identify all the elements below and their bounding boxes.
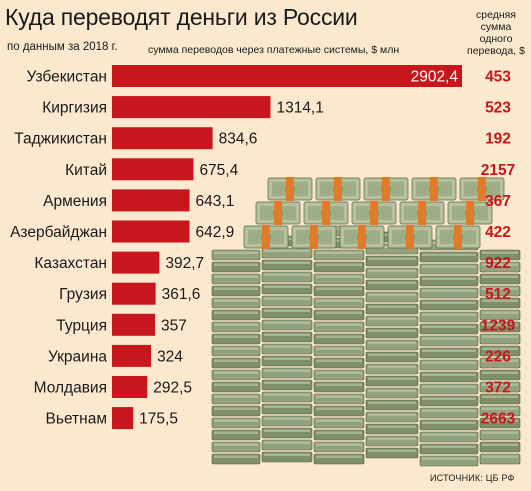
- money-stacks-group: [211, 177, 521, 467]
- bar: [112, 127, 213, 150]
- value-label: 324: [157, 348, 183, 365]
- avg-header-line: сумма: [480, 21, 512, 33]
- money-stack-column: [211, 249, 261, 465]
- category-label: Казахстан: [34, 255, 107, 272]
- category-label: Китай: [65, 162, 107, 179]
- bar: [112, 313, 156, 336]
- category-label: Киргизия: [42, 100, 107, 117]
- category-label: Грузия: [59, 286, 107, 303]
- bar: [112, 158, 194, 181]
- bar: [112, 282, 156, 305]
- avg-header-line: перевода, $: [467, 45, 525, 57]
- bar: [112, 189, 190, 212]
- bar: [112, 407, 134, 430]
- money-stack-column: [365, 231, 419, 459]
- money-bundle: [255, 201, 301, 225]
- chart-subtitle: по данным за 2018 г.: [7, 41, 118, 53]
- money-bundle: [351, 201, 397, 225]
- x-axis-label: сумма переводов через платежные системы,…: [148, 44, 400, 56]
- category-label: Вьетнам: [46, 411, 107, 428]
- money-bundle: [435, 225, 481, 249]
- avg-transfer-value: 422: [485, 224, 511, 241]
- value-label: 392,7: [165, 255, 204, 272]
- value-label: 292,5: [153, 380, 192, 397]
- category-label: Таджикистан: [14, 131, 107, 148]
- chart-title: Куда переводят деньги из России: [5, 4, 358, 30]
- avg-header-line: средняя: [476, 9, 516, 21]
- value-label: 675,4: [199, 162, 238, 179]
- avg-transfer-value: 2663: [481, 411, 516, 428]
- money-bundle: [459, 177, 505, 201]
- avg-transfer-value: 367: [485, 193, 511, 210]
- avg-transfer-value: 226: [485, 348, 511, 365]
- avg-transfer-value: 453: [485, 69, 511, 86]
- category-label: Узбекистан: [26, 69, 107, 86]
- money-bundle: [243, 225, 289, 249]
- money-bundle: [363, 177, 409, 201]
- money-bundle: [339, 225, 385, 249]
- bar: [112, 65, 462, 87]
- value-label: 1314,1: [276, 100, 323, 117]
- bar: [112, 344, 152, 367]
- bar: [112, 251, 160, 274]
- value-label: 2902,4: [411, 69, 459, 86]
- money-stack-column: [313, 225, 365, 465]
- category-label: Армения: [43, 193, 107, 210]
- source-note: ИСТОЧНИК: ЦБ РФ: [430, 473, 515, 483]
- category-label: Молдавия: [34, 380, 107, 397]
- avg-transfer-value: 2157: [481, 162, 515, 179]
- bar: [112, 220, 190, 243]
- avg-header-line: одного: [479, 33, 513, 45]
- category-label: Украина: [48, 348, 107, 365]
- avg-transfer-value: 192: [485, 131, 511, 148]
- money-bundle: [387, 225, 433, 249]
- money-bundle: [399, 201, 445, 225]
- money-bundle: [315, 177, 361, 201]
- money-bundle: [447, 201, 493, 225]
- money-bundle: [303, 201, 349, 225]
- avg-transfer-value: 922: [485, 255, 511, 272]
- value-label: 834,6: [219, 131, 258, 148]
- avg-transfer-value: 523: [485, 100, 511, 117]
- avg-transfer-header: средняя сумма одного перевода, $: [462, 9, 530, 57]
- bar: [112, 376, 148, 398]
- money-stack-column: [479, 249, 521, 465]
- category-label: Азербайджан: [10, 224, 107, 241]
- bar: [112, 96, 271, 119]
- money-bundle: [411, 177, 457, 201]
- value-label: 175,5: [139, 411, 178, 428]
- avg-transfer-value: 372: [485, 380, 511, 397]
- value-label: 642,9: [196, 224, 235, 241]
- value-label: 361,6: [162, 286, 201, 303]
- value-label: 643,1: [196, 193, 235, 210]
- money-stack-column: [419, 239, 479, 467]
- avg-transfer-value: 1239: [481, 317, 516, 334]
- money-bundle: [267, 177, 313, 201]
- money-bundle: [291, 225, 337, 249]
- avg-transfer-value: 512: [485, 286, 511, 303]
- category-label: Турция: [56, 317, 107, 334]
- value-label: 357: [161, 317, 187, 334]
